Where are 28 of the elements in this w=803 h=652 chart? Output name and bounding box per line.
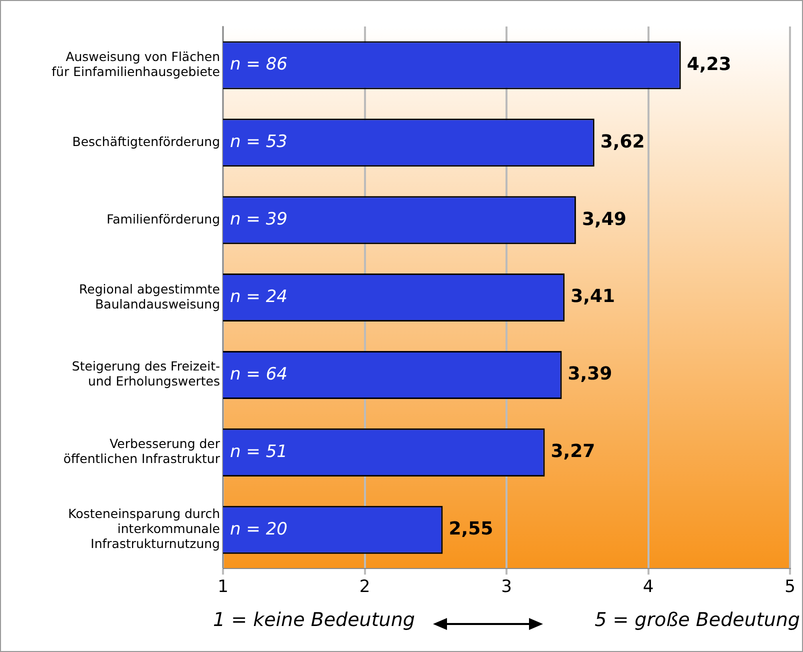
y-tick-label: Regional abgestimmte Baulandausweisung bbox=[79, 281, 220, 312]
data-label: 3,62 bbox=[600, 131, 645, 152]
data-label: 3,49 bbox=[582, 208, 626, 230]
annotation: n = 24 bbox=[230, 286, 288, 307]
x-tick-label: 3 bbox=[501, 577, 512, 598]
y-tick-label: Beschäftigtenförderung bbox=[72, 134, 220, 149]
text: 1 = keine Bedeutung bbox=[213, 609, 415, 631]
annotation: n = 86 bbox=[230, 54, 288, 75]
annotation: n = 64 bbox=[230, 364, 288, 384]
annotation: n = 39 bbox=[230, 210, 288, 230]
data-label: 4,23 bbox=[686, 54, 732, 75]
annotation: n = 20 bbox=[230, 519, 288, 540]
annotation: n = 53 bbox=[230, 132, 288, 152]
y-tick-label: Familienförderung bbox=[106, 211, 220, 226]
x-tick-label: 4 bbox=[642, 577, 654, 598]
data-label: 2,55 bbox=[448, 518, 494, 540]
x-tick-label: 2 bbox=[359, 577, 370, 598]
text: 5 = große Bedeutung bbox=[594, 609, 800, 631]
data-label: 3,39 bbox=[568, 364, 612, 385]
x-tick-label: 5 bbox=[784, 577, 796, 598]
y-tick-label: Verbesserung der öffentlichen Infrastruktur bbox=[63, 436, 221, 466]
annotation: n = 51 bbox=[230, 442, 288, 462]
y-tick-label: Kosteneinsparung durch interkommunale Infrastrukturnutzung bbox=[68, 506, 220, 552]
y-tick-label: Ausweisung von Flächen für Einfamilienhausgebiete bbox=[52, 48, 220, 79]
data-label: 3,27 bbox=[550, 441, 596, 462]
y-tick-label: Steigerung des Freizeit- und Erholungswertes bbox=[72, 358, 220, 389]
x-tick-label: 1 bbox=[218, 577, 228, 598]
data-label: 3,41 bbox=[570, 286, 616, 308]
